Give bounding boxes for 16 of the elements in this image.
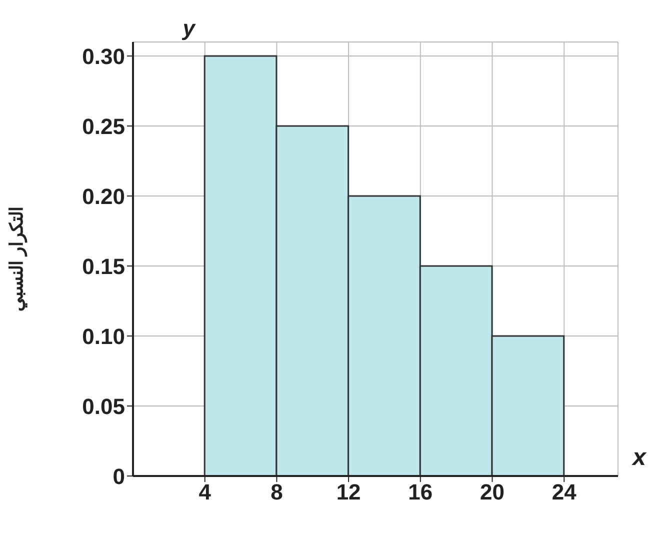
x-tick-label: 4 xyxy=(198,480,212,505)
y-tick-label: 0.05 xyxy=(82,394,125,419)
x-tick-label: 16 xyxy=(408,480,433,505)
y2-axis-title: y xyxy=(182,16,197,41)
y-axis-title: التكرار النسبي xyxy=(6,206,28,312)
y-tick-label: 0.15 xyxy=(82,254,125,279)
x-tick-label: 20 xyxy=(480,480,504,505)
y-tick-label: 0.25 xyxy=(82,114,125,139)
y-tick-label: 0.10 xyxy=(82,324,125,349)
x-tick-label: 8 xyxy=(270,480,283,505)
y-tick-label: 0 xyxy=(112,464,125,489)
x-tick-label: 24 xyxy=(552,480,578,505)
x-tick-label: 12 xyxy=(336,480,361,505)
y-tick-label: 0.30 xyxy=(82,44,125,69)
y-tick-label: 0.20 xyxy=(82,184,125,209)
x-axis-title: x xyxy=(630,444,648,472)
